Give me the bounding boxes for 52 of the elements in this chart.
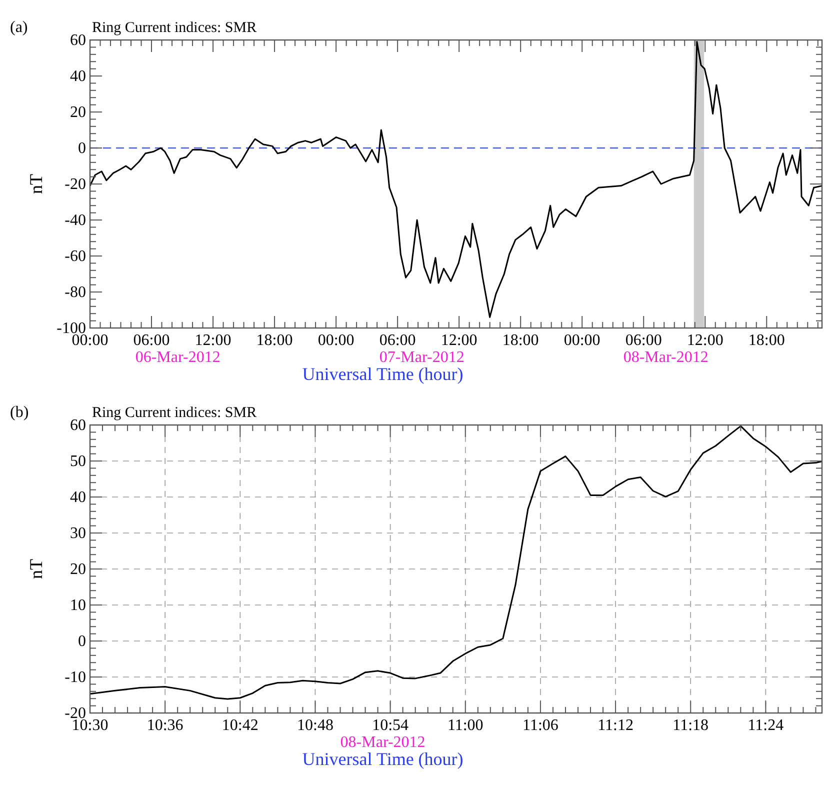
x-tick-label: 10:54 xyxy=(372,717,409,734)
x-tick-label: 00:00 xyxy=(318,332,354,349)
x-axis-title: Universal Time (hour) xyxy=(302,364,464,384)
x-tick-label: 18:00 xyxy=(748,332,785,349)
x-tick-label: 10:30 xyxy=(72,717,108,734)
chart-title: Ring Current indices: SMR xyxy=(92,405,257,421)
y-tick-label: -80 xyxy=(64,284,86,301)
x-tick-label: 10:36 xyxy=(146,717,184,734)
x-tick-label: 11:06 xyxy=(522,717,558,734)
text: 06-Mar-2012 xyxy=(135,349,220,366)
y-tick-label: 40 xyxy=(70,68,86,85)
x-tick-label: 11:00 xyxy=(447,717,484,734)
y-tick-label: 0 xyxy=(78,140,86,157)
y-axis-title: nT xyxy=(26,174,46,194)
x-tick-label: 06:00 xyxy=(133,332,170,349)
y-tick-label: -60 xyxy=(64,248,86,265)
y-tick-label: -40 xyxy=(64,212,86,229)
y-axis-title: nT xyxy=(26,559,46,579)
y-tick-label: -10 xyxy=(64,669,86,686)
y-tick-label: 0 xyxy=(78,633,86,650)
text: 08-Mar-2012 xyxy=(623,349,708,366)
x-tick-label: 12:00 xyxy=(686,332,724,349)
chart-title: Ring Current indices: SMR xyxy=(92,20,257,36)
x-tick-label: 12:00 xyxy=(194,332,232,349)
y-tick-label: -20 xyxy=(64,176,86,193)
line-series xyxy=(89,41,823,318)
x-tick-label: 18:00 xyxy=(502,332,539,349)
y-tick-label: 40 xyxy=(70,489,86,506)
x-tick-label: 00:00 xyxy=(564,332,600,349)
y-tick-label: 60 xyxy=(70,417,86,434)
y-tick-label: 50 xyxy=(70,453,86,470)
x-tick-label: 12:00 xyxy=(440,332,478,349)
text: (b) xyxy=(10,404,29,421)
text: 08-Mar-2012 xyxy=(340,734,426,751)
line-series xyxy=(89,425,823,700)
y-tick-label: 20 xyxy=(70,104,86,121)
x-tick-label: 11:12 xyxy=(598,717,634,734)
x-tick-label: 11:24 xyxy=(748,717,784,734)
x-tick-label: 06:00 xyxy=(379,332,416,349)
x-tick-label: 18:00 xyxy=(256,332,293,349)
y-tick-label: 10 xyxy=(70,597,86,614)
text: (a) xyxy=(10,19,28,36)
y-tick-label: 30 xyxy=(70,525,86,542)
x-tick-label: 06:00 xyxy=(625,332,662,349)
x-axis-title: Universal Time (hour) xyxy=(302,749,464,769)
y-tick-label: 20 xyxy=(70,561,86,578)
x-tick-label: 10:48 xyxy=(297,717,334,734)
x-tick-label: 00:00 xyxy=(72,332,108,349)
y-tick-label: 60 xyxy=(70,32,86,49)
x-tick-label: 10:42 xyxy=(222,717,258,734)
text: 07-Mar-2012 xyxy=(379,349,464,366)
x-tick-label: 11:18 xyxy=(672,717,709,734)
